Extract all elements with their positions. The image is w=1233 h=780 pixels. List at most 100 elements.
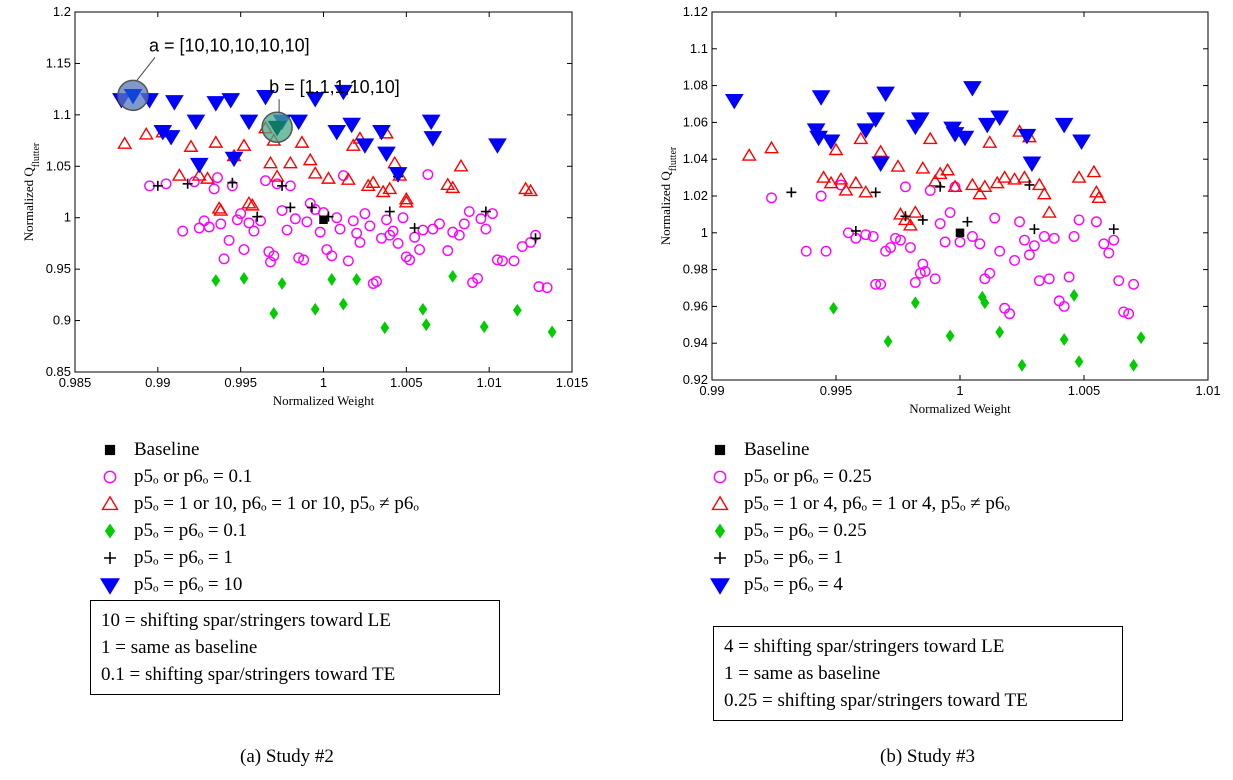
legend-item-diamond: p5ₒ = p6ₒ = 0.1 (90, 517, 419, 544)
data-point-circle (472, 272, 484, 284)
legend-label: p5ₒ = p6ₒ = 1 (134, 547, 233, 568)
legend-item-plus: p5ₒ = p6ₒ = 1 (90, 544, 419, 571)
data-point-triangle-up (907, 205, 923, 218)
data-point-plus (530, 233, 541, 244)
data-point-circle (934, 218, 946, 230)
data-point-triangle-down (206, 96, 226, 112)
data-point-diamond (327, 273, 337, 286)
data-point-circle (422, 169, 434, 180)
data-point-circle (1123, 308, 1135, 320)
data-point-circle (453, 229, 465, 241)
data-point-circle (1038, 231, 1050, 242)
data-point-triangle-up (171, 168, 187, 181)
data-point-triangle-up (340, 172, 356, 185)
diamond-marker-icon (90, 519, 130, 543)
data-point-circle (919, 265, 931, 277)
data-point-triangle-down (488, 138, 507, 154)
data-point-circle (890, 232, 901, 244)
note-line: 4 = shifting spar/stringers toward LE (724, 636, 1005, 657)
y-tick-label: 0.9 (53, 313, 71, 328)
caption-study-3: (b) Study #3 (880, 746, 975, 767)
data-point-circle (1113, 275, 1125, 287)
legend-item-triangle-up: p5ₒ = 1 or 4, p6ₒ = 1 or 4, p5ₒ ≠ p6ₒ (700, 490, 1010, 517)
data-point-plus (900, 211, 911, 222)
chart-panel-study-2: 0.985 0.99 0.995 1 1.005 1.01 1.015 0.85 0.9 0.95… (0, 0, 610, 780)
data-point-triangle-down (1072, 134, 1091, 150)
data-point-triangle-up (360, 178, 376, 192)
caption-study-2: (a) Study #2 (240, 746, 334, 767)
data-point-triangle-up (345, 138, 361, 151)
data-point-triangle-down (189, 157, 209, 174)
data-point-circle (404, 254, 416, 266)
data-point-diamond (547, 325, 557, 339)
data-point-circle (248, 225, 260, 237)
data-point-triangle-up (1031, 177, 1047, 191)
data-point-triangle-down (161, 130, 181, 146)
data-point-circle (533, 281, 545, 293)
data-point-triangle-up (208, 135, 224, 148)
data-point-circle (289, 213, 301, 225)
data-point-triangle-down (910, 112, 930, 128)
data-point-plus (480, 206, 491, 217)
y-tick-label: 1.08 (683, 78, 708, 93)
data-point-circle (984, 267, 996, 279)
data-point-triangle-up (927, 173, 943, 187)
data-point-circle (1068, 231, 1080, 242)
data-point-circle (1019, 234, 1030, 246)
legend-label: p5ₒ = p6ₒ = 1 (744, 547, 843, 568)
data-point-triangle-up (922, 131, 938, 145)
data-point-circle (231, 214, 243, 226)
data-point-diamond (352, 273, 361, 286)
data-point-triangle-up (828, 142, 844, 156)
data-point-plus (1108, 224, 1119, 235)
legend-label: p5ₒ = 1 or 10, p6ₒ = 1 or 10, p5ₒ ≠ p6ₒ (134, 493, 419, 514)
data-point-circle (875, 278, 887, 290)
x-tick-label: 1.01 (1195, 383, 1220, 398)
data-point-circle (1090, 216, 1102, 228)
data-point-circle (331, 212, 343, 224)
data-point-circle (276, 205, 288, 216)
data-point-circle (326, 250, 338, 262)
data-point-circle (989, 212, 1001, 224)
data-point-triangle-up (1041, 205, 1057, 218)
note-box-study-2: 10 = shifting spar/stringers toward LE 1… (90, 600, 500, 695)
x-tick-label: 0.995 (820, 383, 853, 398)
legend-item-triangle-down: p5ₒ = p6ₒ = 4 (700, 571, 1010, 598)
data-point-circle (293, 252, 305, 264)
data-point-diamond (277, 277, 287, 290)
data-point-triangle-up (1071, 170, 1087, 183)
y-tick-label: 1 (64, 210, 71, 225)
y-tick-label: 0.98 (683, 262, 708, 277)
data-point-triangle-up (764, 140, 780, 154)
data-point-circle (301, 216, 313, 228)
data-point-circle (367, 278, 379, 289)
data-point-plus (962, 216, 973, 227)
data-point-triangle-up (269, 169, 285, 182)
data-point-circle (909, 277, 921, 288)
y-axis-label: Normalized Qflutter (21, 142, 42, 241)
y-tick-label: 1 (701, 225, 708, 240)
legend-label: p5ₒ = p6ₒ = 4 (744, 574, 843, 595)
data-point-plus (182, 178, 193, 189)
data-point-circle (347, 215, 359, 227)
data-point-circle (351, 227, 363, 239)
data-point-triangle-down (856, 123, 876, 139)
data-point-diamond (339, 297, 348, 311)
data-point-triangle-up (241, 195, 257, 209)
data-point-triangle-up (138, 127, 154, 140)
data-point-triangle-down (955, 130, 975, 147)
data-point-triangle-down (871, 156, 890, 172)
data-point-circle (885, 242, 897, 253)
data-point-circle (895, 234, 906, 246)
data-point-triangle-up (816, 170, 832, 183)
data-point-circle (1128, 278, 1140, 290)
data-point-diamond (380, 321, 390, 335)
x-tick-label: 1.005 (390, 375, 423, 390)
data-point-circle (260, 175, 271, 187)
data-point-triangle-up (236, 138, 252, 151)
data-point-plus (1029, 224, 1040, 235)
data-point-plus (306, 202, 317, 213)
data-point-triangle-down (372, 124, 391, 141)
data-point-circle (463, 206, 475, 217)
data-point-diamond (421, 318, 431, 332)
